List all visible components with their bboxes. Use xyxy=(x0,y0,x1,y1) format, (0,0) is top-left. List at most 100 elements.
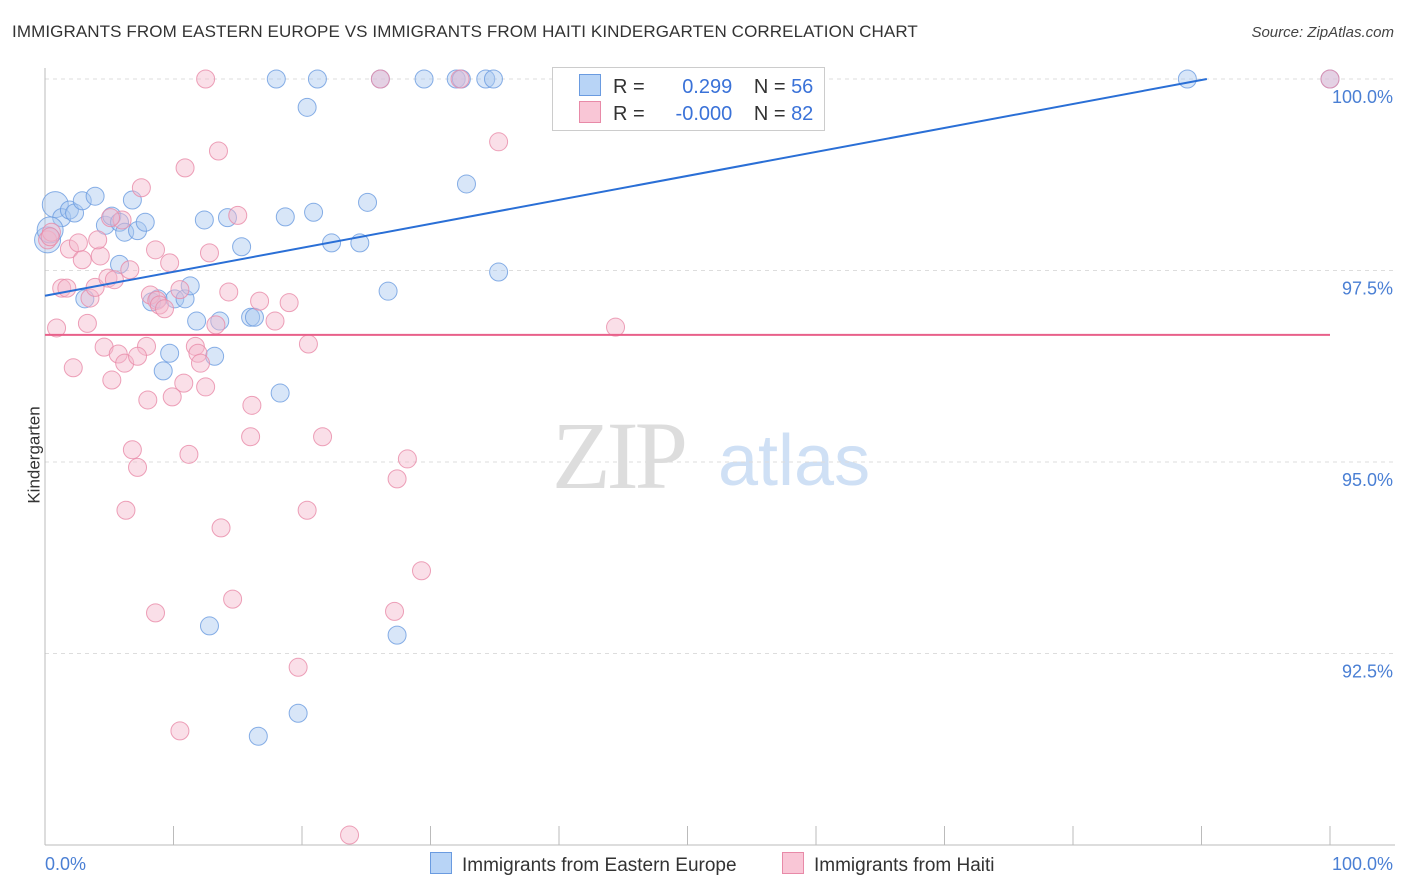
point-haiti xyxy=(241,427,261,447)
point-haiti xyxy=(606,317,626,337)
point-eastern-europe xyxy=(59,200,79,220)
point-haiti xyxy=(112,210,132,230)
point-haiti xyxy=(190,353,210,373)
point-haiti xyxy=(128,346,148,366)
point-haiti xyxy=(146,240,166,260)
point-eastern-europe xyxy=(160,343,180,363)
point-haiti xyxy=(288,657,308,677)
legend-swatch-pink xyxy=(579,101,601,123)
point-haiti xyxy=(80,288,100,308)
point-eastern-europe xyxy=(378,281,398,301)
point-haiti xyxy=(387,469,407,489)
point-haiti xyxy=(57,278,77,298)
point-haiti xyxy=(90,246,110,266)
point-haiti xyxy=(313,427,333,447)
point-eastern-europe xyxy=(414,69,434,89)
point-haiti xyxy=(120,260,140,280)
point-haiti xyxy=(412,561,432,581)
point-haiti xyxy=(340,825,360,845)
bottom-legend-haiti: Immigrants from Haiti xyxy=(782,852,995,877)
point-haiti xyxy=(162,387,182,407)
point-haiti xyxy=(279,293,299,313)
point-eastern-europe xyxy=(72,191,92,211)
point-eastern-europe xyxy=(210,311,230,331)
point-haiti xyxy=(223,589,243,609)
point-haiti xyxy=(131,178,151,198)
point-eastern-europe xyxy=(1177,69,1197,89)
point-haiti xyxy=(108,344,128,364)
point-haiti xyxy=(170,280,190,300)
point-eastern-europe xyxy=(270,383,290,403)
n-value: 56 xyxy=(791,76,814,98)
y-tick-label: 92.5% xyxy=(1342,662,1393,682)
point-eastern-europe xyxy=(102,206,122,226)
point-eastern-europe xyxy=(199,616,219,636)
legend-row-eastern-europe: R = 0.299 N = 56 xyxy=(579,74,813,100)
point-haiti xyxy=(397,449,417,469)
bottom-legend-eastern-europe: Immigrants from Eastern Europe xyxy=(430,852,737,877)
point-eastern-europe xyxy=(387,625,407,645)
point-haiti xyxy=(219,282,239,302)
legend-swatch-blue xyxy=(430,852,452,874)
point-eastern-europe xyxy=(85,186,105,206)
point-eastern-europe xyxy=(110,212,130,232)
point-haiti xyxy=(104,270,124,290)
legend-label: Immigrants from Haiti xyxy=(814,855,995,876)
point-eastern-europe xyxy=(52,208,72,228)
point-eastern-europe xyxy=(187,311,207,331)
point-haiti xyxy=(489,132,509,152)
point-eastern-europe xyxy=(304,202,324,222)
point-haiti xyxy=(1320,69,1340,89)
r-label: R = xyxy=(613,76,645,98)
point-haiti xyxy=(196,377,216,397)
point-haiti xyxy=(199,243,219,263)
point-eastern-europe xyxy=(483,69,503,89)
y-tick-label: 97.5% xyxy=(1342,279,1393,299)
point-haiti xyxy=(250,291,270,311)
point-haiti xyxy=(206,315,226,335)
legend-swatch-pink xyxy=(782,852,804,874)
trendline-eastern-europe xyxy=(44,78,1208,297)
point-eastern-europe xyxy=(297,97,317,117)
point-haiti xyxy=(72,250,92,270)
point-haiti xyxy=(116,500,136,520)
legend: R = 0.299 N = 56 R = -0.000 N = 82 xyxy=(552,67,825,131)
chart-title: IMMIGRANTS FROM EASTERN EUROPE VS IMMIGR… xyxy=(12,22,918,41)
legend-row-haiti: R = -0.000 N = 82 xyxy=(579,101,813,127)
point-haiti xyxy=(102,370,122,390)
point-haiti xyxy=(138,390,158,410)
point-eastern-europe xyxy=(275,207,295,227)
point-haiti xyxy=(370,69,390,89)
watermark-zip: ZIP xyxy=(552,402,688,509)
y-tick-label: 95.0% xyxy=(1342,470,1393,490)
point-haiti xyxy=(228,205,248,225)
point-haiti xyxy=(298,334,318,354)
point-haiti xyxy=(128,457,148,477)
r-label: R = xyxy=(613,103,645,125)
point-eastern-europe xyxy=(110,254,130,274)
point-haiti xyxy=(77,313,97,333)
point-haiti xyxy=(122,440,142,460)
point-haiti xyxy=(297,500,317,520)
point-eastern-europe xyxy=(456,174,476,194)
point-haiti xyxy=(40,227,60,247)
x-tick-label: 100.0% xyxy=(1332,854,1393,874)
point-haiti xyxy=(47,318,67,338)
point-eastern-europe xyxy=(307,69,327,89)
point-haiti xyxy=(179,444,199,464)
x-tick-label: 0.0% xyxy=(45,854,86,874)
point-haiti xyxy=(160,253,180,273)
point-eastern-europe xyxy=(266,69,286,89)
y-axis-label: Kindergarten xyxy=(24,406,44,504)
point-haiti xyxy=(155,299,175,319)
point-eastern-europe xyxy=(288,703,308,723)
point-eastern-europe xyxy=(244,307,264,327)
point-haiti xyxy=(208,141,228,161)
point-haiti xyxy=(149,295,169,315)
point-haiti xyxy=(196,69,216,89)
point-haiti xyxy=(450,69,470,89)
legend-label: Immigrants from Eastern Europe xyxy=(462,855,737,876)
point-haiti xyxy=(146,603,166,623)
